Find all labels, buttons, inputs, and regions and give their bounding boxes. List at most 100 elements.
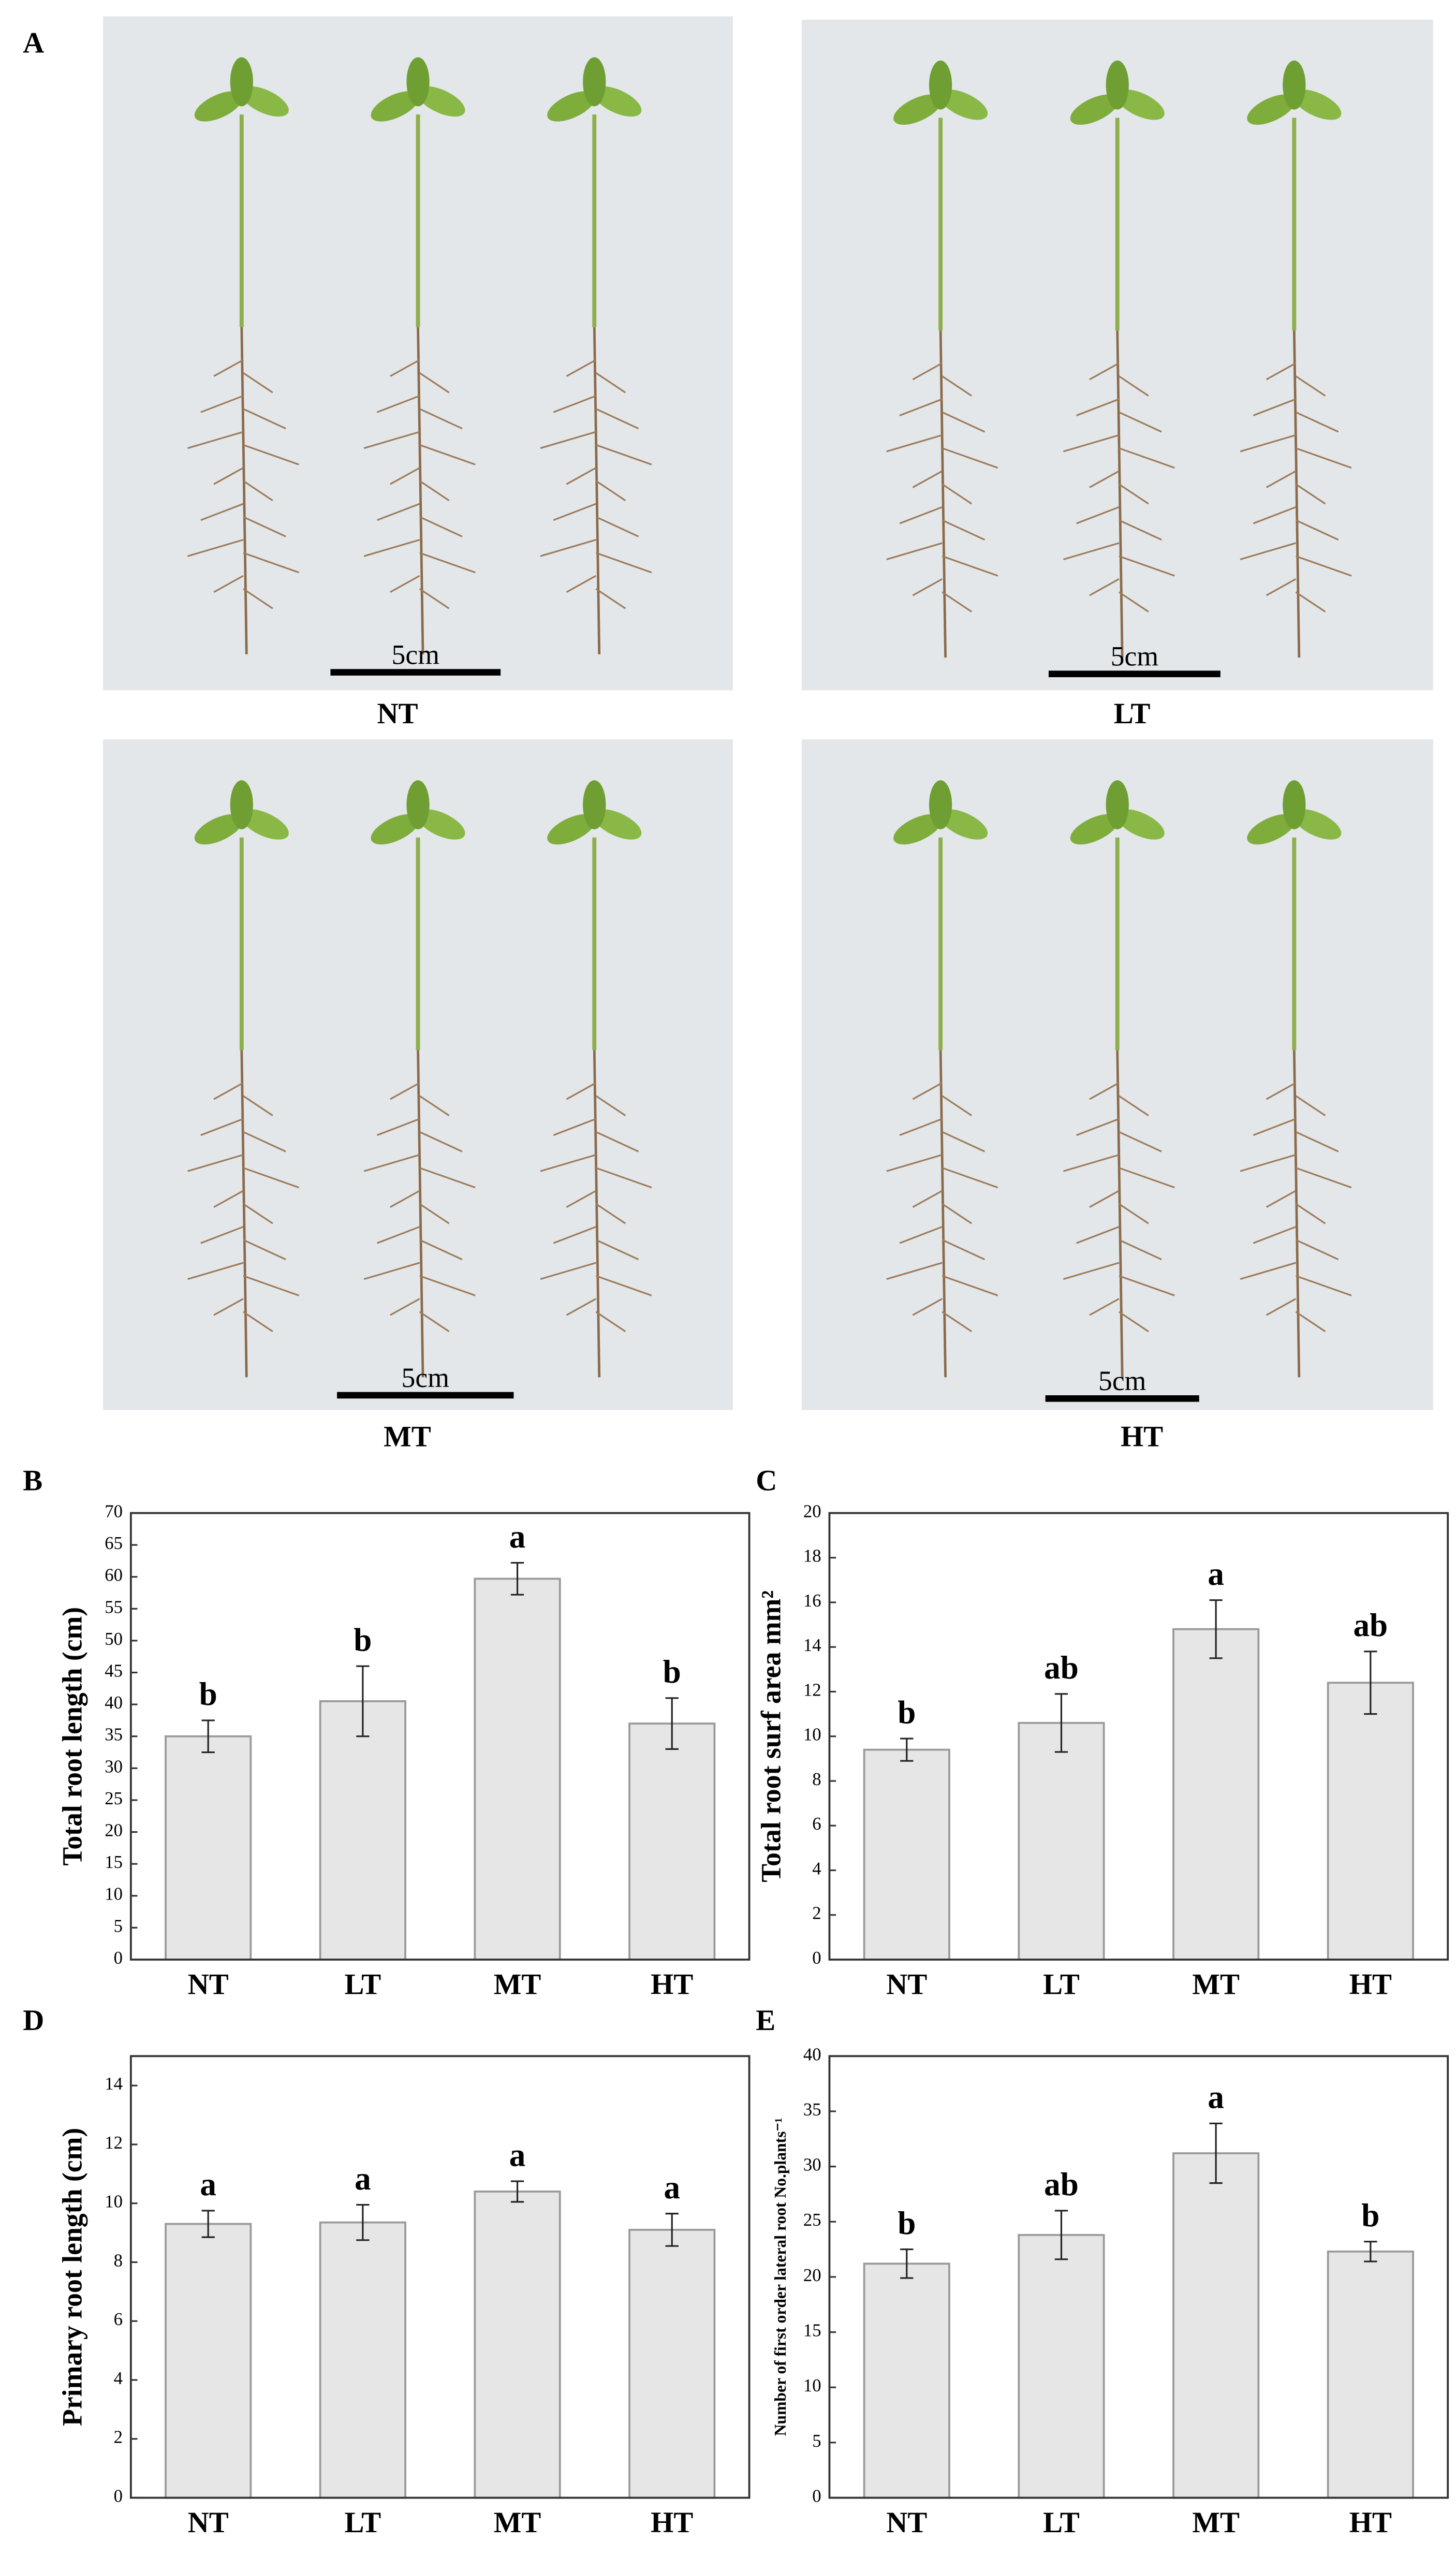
seedling-root [912,1082,973,1117]
significance-letter: b [898,2205,916,2241]
significance-letter: a [664,2169,680,2206]
seedling-root [1089,578,1149,612]
y-tick-label: 45 [105,1660,123,1681]
x-tick-label: NT [188,2506,229,2539]
error-bar [201,1719,215,1754]
y-axis-label: Total root surf area mm² [755,1590,786,1882]
seedling-leaf [939,89,988,120]
seedling-leaf [547,814,596,845]
bar [165,1735,252,1961]
significance-letter: b [354,1622,372,1658]
bar [628,1722,716,1961]
seedling-root [899,506,986,541]
seedling-root [1266,1082,1326,1117]
seedling-root [540,431,652,465]
seedling-root [1266,470,1326,505]
error-bar [665,2213,679,2247]
seedling-root [417,327,424,654]
seedling-root [1240,542,1352,577]
seedling-leaf [1070,94,1119,125]
error-bar [1209,2122,1223,2184]
y-tick-label: 10 [105,1884,123,1904]
seedling-leaf [1116,809,1165,840]
seedling-root [553,1226,639,1261]
seedling-root [540,539,652,574]
photo-label: HT [1121,1420,1163,1453]
seedling-root [1089,1298,1149,1333]
y-axis-label: Number of first order lateral root No.pl… [771,2118,789,2436]
seedling-leaf [583,57,606,107]
seedling-root [390,1082,450,1117]
seedling-root [1240,1154,1352,1189]
seedling-root [1089,362,1149,397]
seedling-root [1063,434,1175,469]
scale-bar-label: 5cm [392,639,440,670]
x-tick-label: LT [1043,2506,1080,2539]
y-tick-label: 0 [114,2486,123,2506]
panel-label: A [23,27,44,60]
y-tick-label: 10 [803,2375,821,2396]
significance-letter: ab [1044,2166,1079,2202]
seedling-root [213,359,273,393]
seedling-root [187,431,299,465]
seedling-root [566,359,626,393]
seedling-leaf [547,91,596,122]
significance-letter: ab [1353,1607,1388,1643]
seedling-root [390,575,450,609]
seedling-root [899,1226,986,1261]
seedling-root [1266,362,1326,397]
x-tick-label: LT [345,2506,381,2539]
y-tick-label: 12 [105,2133,123,2153]
significance-letter: a [200,2166,216,2202]
seedling-leaf [1292,89,1342,120]
y-tick-label: 4 [812,1858,821,1878]
panel-label: D [23,2004,44,2037]
seedling-root [1292,1050,1301,1378]
y-tick-label: 8 [114,2250,123,2270]
seedling-root [200,1118,286,1152]
y-tick-label: 6 [114,2309,123,2329]
seedling-leaf [240,86,289,117]
seedling-leaf [230,780,253,829]
x-tick-label: LT [345,1968,381,2001]
seedling-root [1089,1190,1149,1224]
bar [1172,2152,1260,2499]
seedling-root [376,1118,463,1152]
seedling-root [200,1226,286,1261]
seedling-root [240,1050,248,1378]
y-tick-label: 0 [114,1948,123,1968]
y-tick-label: 20 [105,1820,123,1841]
seedling-root [187,539,299,574]
scale-bar-label: 5cm [1111,641,1159,672]
bar [863,1748,950,1961]
seedling-root [1063,542,1175,577]
significance-letter: a [509,1519,526,1555]
y-tick-label: 10 [105,2192,123,2212]
y-tick-label: 5 [114,1916,123,1936]
seedling-leaf [1247,94,1296,125]
error-bar [510,1561,524,1596]
y-tick-label: 30 [803,2155,821,2175]
seedling-root [566,1082,626,1117]
y-tick-label: 12 [803,1680,821,1700]
y-tick-label: 55 [105,1597,123,1617]
scale-bar-label: 5cm [402,1362,450,1393]
bar [474,2191,561,2499]
error-bar [201,2210,215,2238]
y-tick-label: 8 [812,1769,821,1789]
seedling-root [886,1154,998,1189]
seedling-root [213,1298,273,1333]
x-tick-label: MT [1192,1968,1240,2001]
seedling-leaf [406,57,430,107]
error-bar [356,1665,370,1738]
x-tick-label: NT [188,1968,229,2001]
seedling-leaf [194,91,243,122]
y-tick-label: 35 [105,1725,123,1745]
seedling-root [553,395,639,430]
significance-letter: b [199,1676,217,1712]
panel-label: E [756,2004,775,2037]
error-bar [510,2180,524,2203]
seedling-root [886,1262,998,1296]
